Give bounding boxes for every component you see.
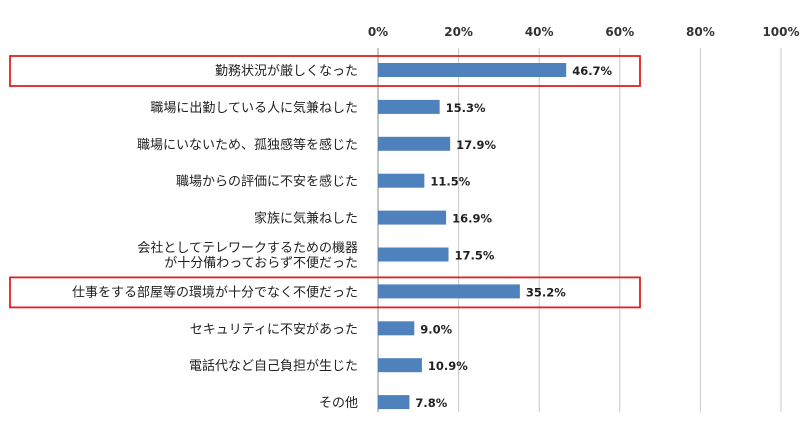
x-tick-label: 80%	[686, 25, 715, 39]
x-tick-label: 20%	[444, 25, 473, 39]
bar	[378, 210, 447, 225]
value-label: 17.5%	[455, 249, 495, 263]
value-label: 10.9%	[428, 359, 468, 373]
bar	[378, 173, 425, 188]
x-tick-label: 60%	[605, 25, 634, 39]
value-labels: 46.7% 15.3% 17.9% 11.5% 16.9% 17.5% 35.2% 9.0% 1…	[415, 64, 612, 410]
highlight-box	[9, 55, 641, 87]
category-label: 仕事をする部屋等の環境が十分でなく不便だった	[72, 284, 358, 300]
value-label: 35.2%	[526, 285, 566, 299]
value-label: 11.5%	[430, 175, 470, 189]
category-label: セキュリティに不安があった	[190, 322, 358, 337]
bars	[378, 63, 567, 410]
gridlines	[377, 48, 782, 412]
value-label: 9.0%	[420, 322, 452, 336]
category-label: 職場にいないため、孤独感等を感じた	[137, 137, 358, 153]
category-label: が十分備わっておらず不便だった	[164, 255, 358, 271]
x-axis-ticks: 0% 20% 40% 60% 80% 100%	[368, 25, 800, 39]
category-label: 電話代など自己負担が生じた	[189, 358, 358, 374]
bar	[378, 247, 449, 262]
category-label: 職場からの評価に不安を感じた	[176, 174, 358, 190]
bar	[378, 358, 422, 373]
value-label: 46.7%	[572, 64, 612, 78]
bar	[378, 63, 567, 77]
category-label: 家族に気兼ねした	[254, 211, 358, 227]
category-label: 勤務状況が厳しくなった	[215, 64, 358, 79]
bar	[378, 321, 415, 336]
value-label: 17.9%	[456, 138, 496, 152]
bar	[378, 99, 440, 114]
value-label: 7.8%	[415, 396, 447, 410]
x-tick-label: 40%	[525, 25, 554, 39]
category-label: 職場に出勤している人に気兼ねした	[150, 100, 358, 116]
highlight-boxes	[9, 55, 641, 309]
value-label: 16.9%	[452, 212, 492, 226]
value-label: 15.3%	[446, 101, 486, 115]
category-label: その他	[319, 396, 358, 411]
bar	[378, 284, 520, 299]
x-tick-label: 0%	[368, 25, 388, 39]
highlight-box	[9, 276, 641, 309]
bar	[378, 136, 451, 151]
category-label: 会社としてテレワークするための機器	[137, 240, 358, 256]
bar	[378, 395, 410, 410]
category-labels: 勤務状況が厳しくなった職場に出勤している人に気兼ねした職場にいないため、孤独感等…	[72, 64, 358, 411]
x-tick-label: 100%	[762, 25, 799, 39]
